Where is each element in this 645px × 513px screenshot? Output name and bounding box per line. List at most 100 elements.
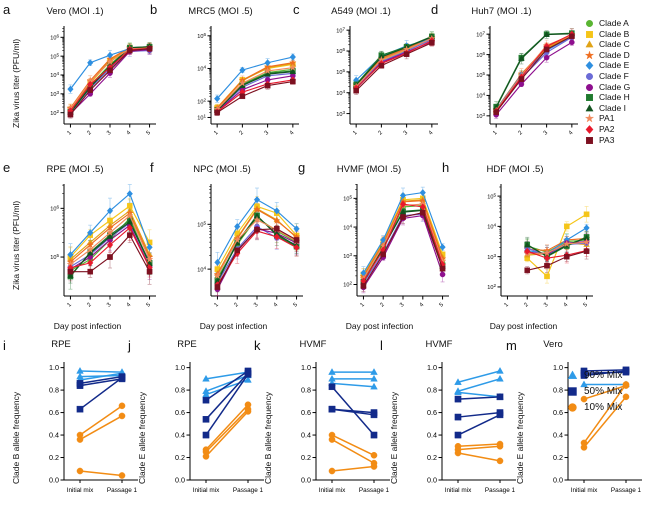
series-line [205, 408, 249, 453]
legend-item-10-mix[interactable]: 10% Mix [566, 400, 622, 414]
data-point-marker [146, 268, 153, 275]
data-point-marker [399, 191, 407, 200]
series-line [79, 470, 123, 477]
series-line [216, 79, 293, 113]
data-point-marker [370, 374, 378, 382]
legend-item-pa2[interactable]: PA2 [584, 124, 614, 135]
legend-item-clade-d[interactable]: Clade D [584, 50, 630, 61]
x-axis-tick-label: Initial mix [67, 487, 94, 494]
legend-item-clade-f[interactable]: Clade F [584, 71, 629, 82]
legend-item-50-mix[interactable]: 50% Mix [566, 384, 622, 398]
panel-h-plot: 102 103 104 105 1 2 3 4 5 [475, 180, 601, 334]
x-axis-tick-label: 5 [146, 130, 153, 137]
data-point-marker [454, 378, 462, 385]
x-axis-tick-label: 2 [233, 302, 240, 309]
legend-item-clade-c[interactable]: Clade C [584, 39, 630, 50]
data-point-marker [429, 39, 435, 46]
data-point-marker [563, 223, 570, 230]
legend-item-clade-i[interactable]: Clade I [584, 103, 626, 114]
x-axis-tick-label: 4 [273, 301, 280, 308]
legend-item-clade-a[interactable]: Clade A [584, 18, 629, 29]
panel-g: g HVMF (MOI .5) Day post infection 102 10… [296, 158, 449, 333]
series-line [583, 369, 627, 372]
series-line [457, 411, 501, 418]
data-point-marker [213, 271, 222, 280]
y-axis-tick-label: 0.8 [427, 386, 437, 395]
data-point-marker [254, 226, 260, 233]
series-line [457, 414, 501, 436]
y-axis-tick-label: 103 [476, 112, 485, 121]
x-axis-tick-label: Initial mix [445, 487, 472, 494]
legend-item-90-mix[interactable]: 90% Mix [566, 368, 622, 382]
panel-b-title: MRC5 (MOI .5) [188, 6, 253, 17]
legend-item-pa3[interactable]: PA3 [584, 135, 614, 146]
series-line [79, 370, 123, 373]
legend-marker-icon [567, 369, 578, 379]
data-point-marker [214, 258, 221, 266]
data-point-marker [264, 59, 271, 67]
panel-h-xlabel: Day post infection [489, 321, 558, 331]
data-point-marker [583, 211, 590, 218]
legend-item-clade-e[interactable]: Clade E [584, 60, 629, 71]
data-point-marker [518, 55, 525, 61]
data-point-marker [568, 402, 577, 412]
panel-j-plot: 0.0 0.2 0.4 0.6 0.8 1.0 Initial mix Passage 1 [168, 358, 278, 506]
x-axis-tick-label: 5 [583, 302, 590, 309]
panel-b-plot: 101 102 104 106 1 2 3 4 [185, 22, 307, 162]
y-axis-tick-label: 0.8 [301, 386, 311, 395]
x-axis-tick-label: 2 [377, 130, 384, 137]
data-point-marker [125, 211, 134, 219]
x-axis-tick-label: 2 [86, 302, 93, 309]
legend-item-clade-g[interactable]: Clade G [584, 82, 630, 93]
series-line [495, 36, 573, 111]
data-point-marker [76, 405, 84, 413]
data-point-marker [146, 45, 153, 52]
series-line [216, 68, 293, 111]
panel-a-plot: 102 103 104 105 106 1 2 3 4 5 [38, 22, 164, 162]
x-axis-tick-label: 3 [253, 302, 260, 309]
series-line [457, 396, 501, 400]
y-axis-tick-label: 101 [197, 113, 206, 122]
series-line [205, 410, 249, 457]
legend-item-clade-b[interactable]: Clade B [584, 29, 629, 40]
x-axis-tick-label: 3 [543, 130, 550, 137]
panel-e-xlabel: Day post infection [53, 321, 122, 331]
panel-k-title: HVMF [299, 339, 327, 350]
legend-item-clade-h[interactable]: Clade H [584, 92, 630, 103]
data-point-marker [238, 79, 247, 87]
series-line [495, 35, 573, 113]
data-point-marker [234, 223, 241, 231]
panel-c-title: A549 (MOI .1) [331, 6, 391, 17]
data-point-marker [585, 40, 594, 48]
panel-f: f NPC (MOI .5) Day post infection 104 105… [148, 158, 303, 333]
data-point-marker [400, 214, 406, 220]
data-point-marker [580, 380, 588, 388]
legend-marker-icon [585, 61, 594, 71]
x-axis-tick-label: 4 [289, 129, 296, 136]
data-point-marker [106, 207, 114, 215]
x-axis-tick-label: 4 [568, 129, 575, 136]
panel-m-title: Vero [543, 339, 563, 350]
data-point-marker [106, 233, 114, 239]
series-line [457, 445, 501, 451]
y-axis-tick-label: 0.4 [301, 431, 311, 440]
series-line [216, 72, 293, 112]
data-point-marker [584, 113, 595, 123]
y-axis-tick-label: 0.0 [175, 476, 185, 485]
data-point-marker [328, 383, 336, 391]
legend-label: PA2 [599, 124, 615, 134]
y-axis-tick-label: 0.2 [175, 453, 185, 462]
data-point-marker [234, 247, 241, 254]
series-line [355, 37, 433, 87]
legend-item-pa1[interactable]: PA1 [584, 113, 614, 124]
data-point-marker [126, 190, 133, 198]
x-axis-tick-label: Initial mix [319, 487, 346, 494]
panel-b: b MRC5 (MOI .5) 101 102 104 106 1 2 3 4 [148, 0, 299, 155]
series-line [457, 391, 501, 398]
data-point-marker [253, 205, 261, 213]
data-point-marker [289, 53, 296, 61]
data-point-marker [106, 241, 114, 249]
legend-label: Clade H [599, 92, 630, 103]
legend-marker-icon [585, 125, 594, 134]
series-line [583, 384, 627, 400]
